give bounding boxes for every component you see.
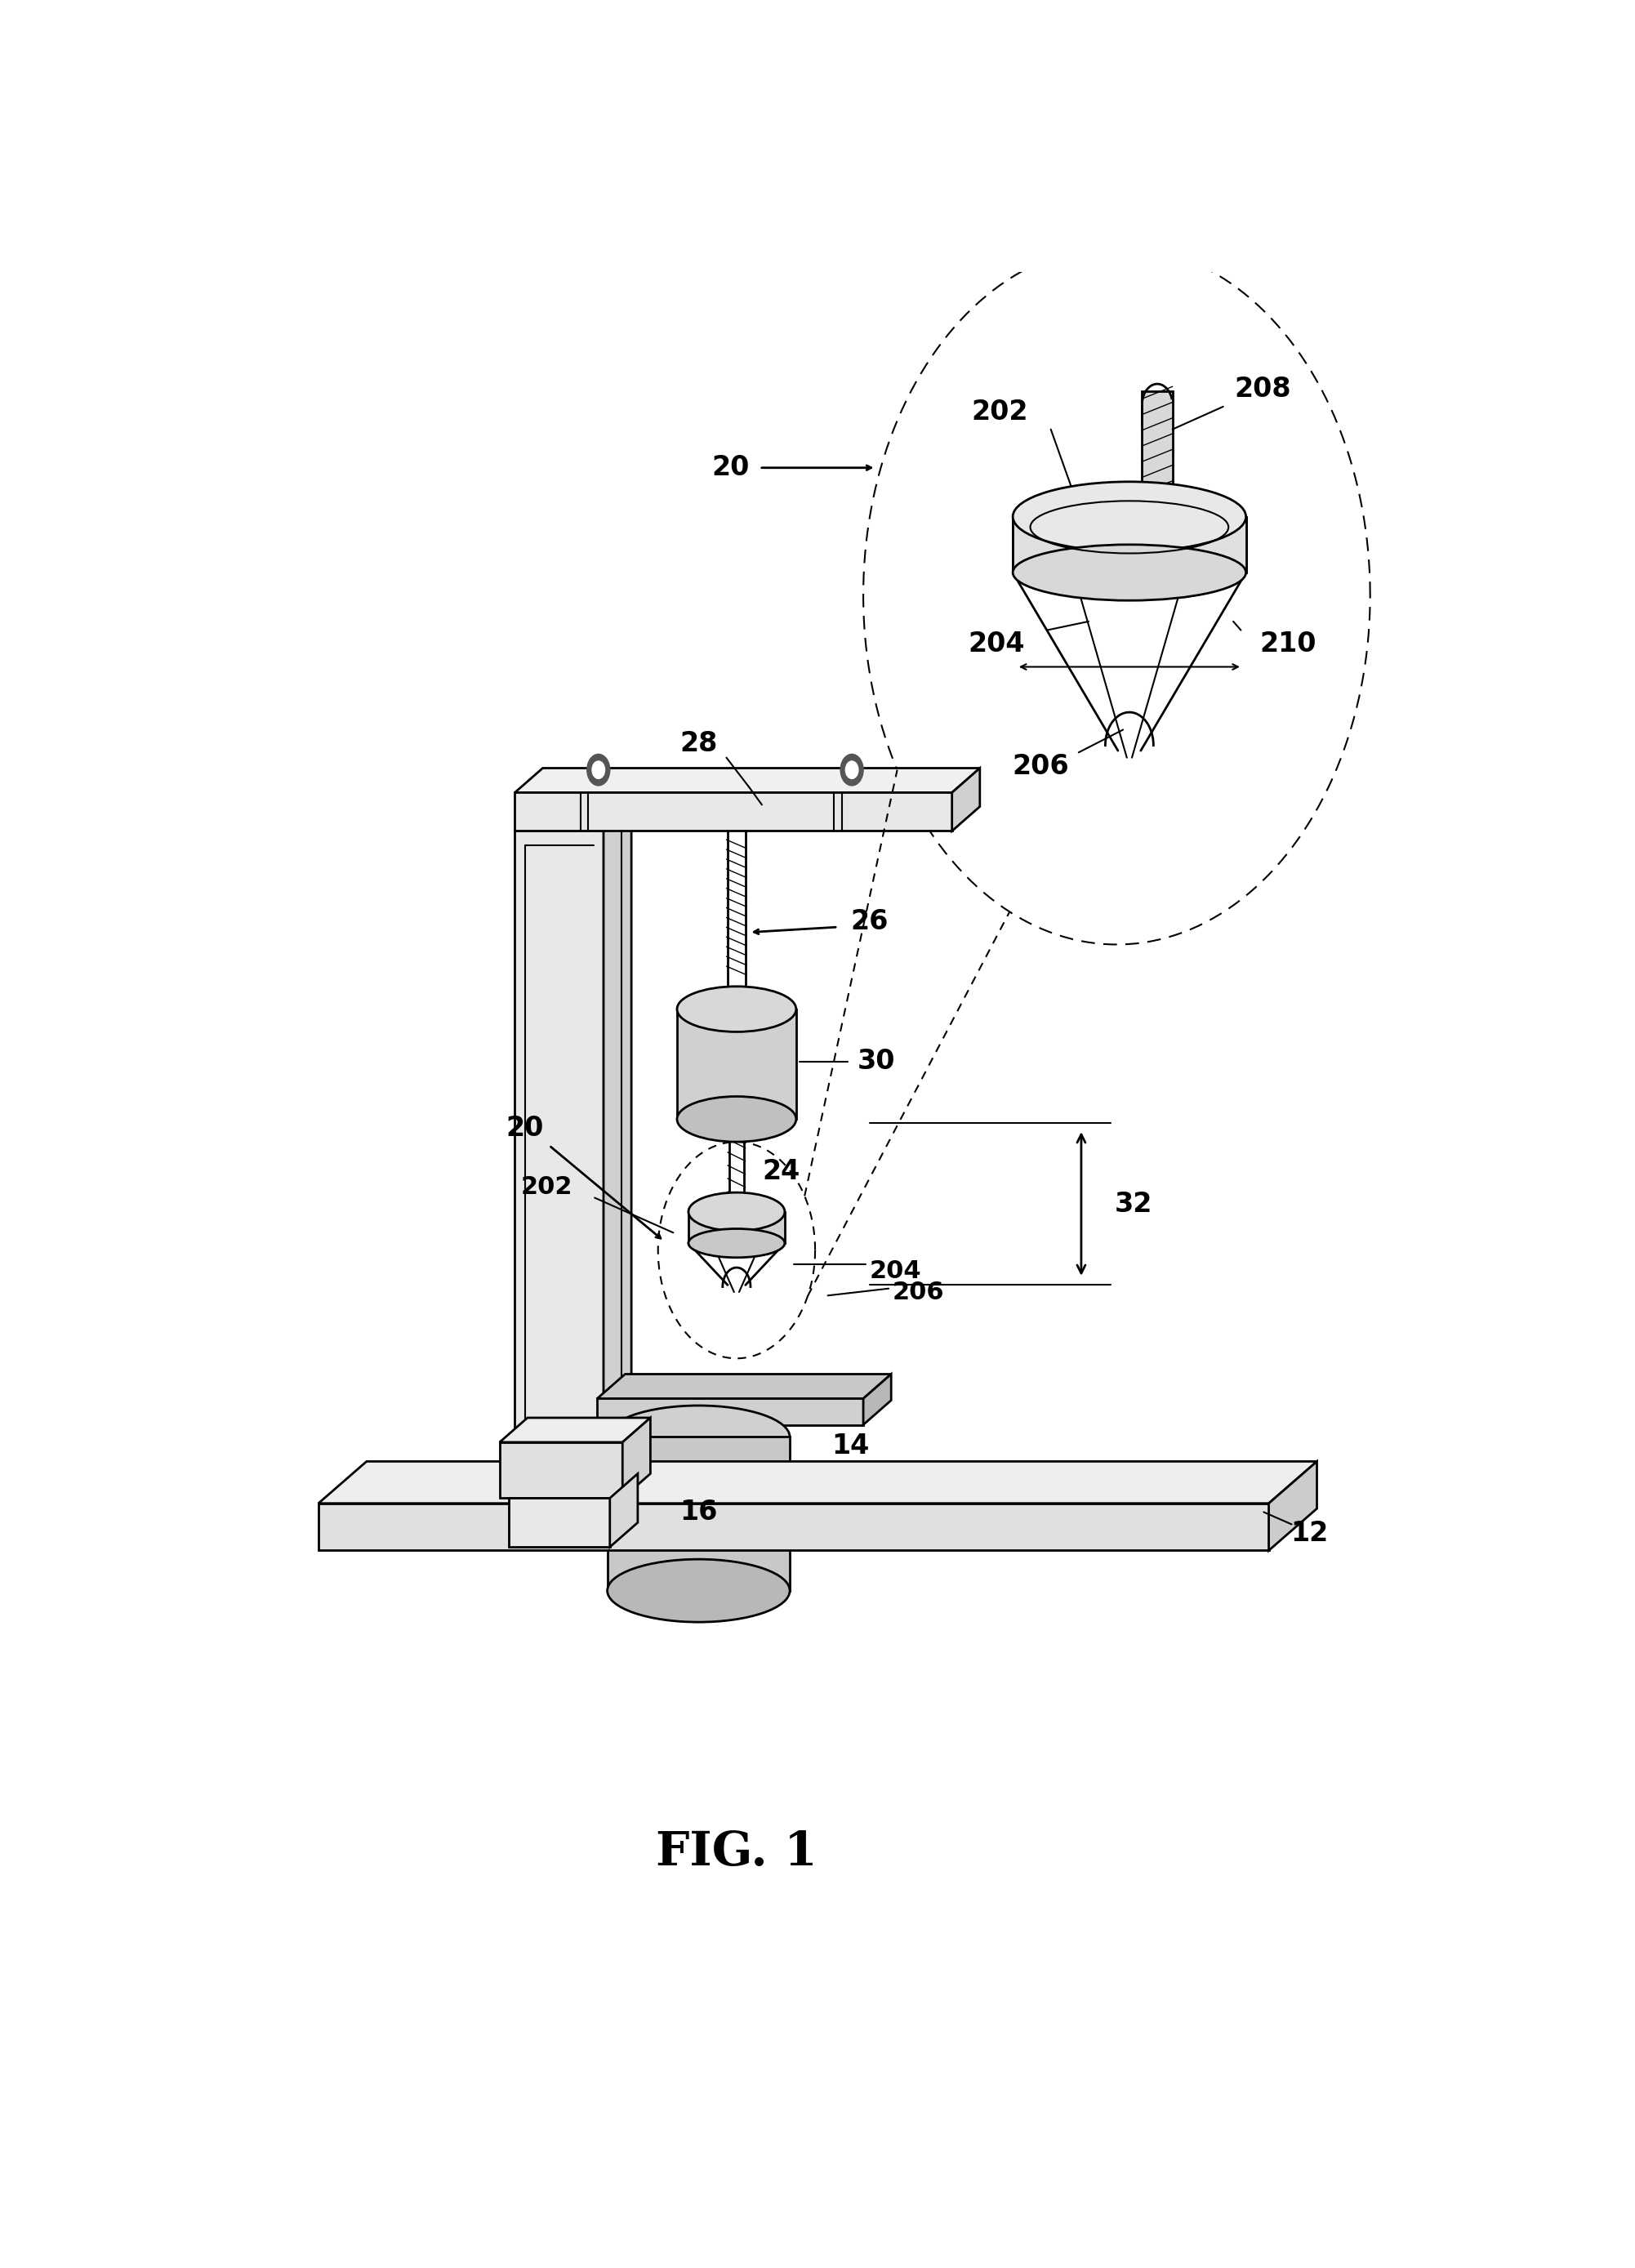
Polygon shape — [952, 769, 979, 830]
Text: 12: 12 — [1290, 1520, 1328, 1547]
Polygon shape — [515, 807, 631, 830]
Polygon shape — [500, 1418, 651, 1442]
Polygon shape — [515, 792, 952, 830]
Polygon shape — [1141, 390, 1172, 517]
Ellipse shape — [1012, 481, 1246, 551]
Text: 16: 16 — [680, 1499, 718, 1526]
Polygon shape — [1269, 1461, 1316, 1551]
Text: 202: 202 — [971, 399, 1028, 426]
Text: 204: 204 — [968, 631, 1025, 658]
Polygon shape — [515, 830, 603, 1442]
Polygon shape — [688, 1211, 785, 1243]
Text: 208: 208 — [1234, 376, 1292, 404]
Text: 20: 20 — [711, 454, 749, 481]
Polygon shape — [500, 1442, 623, 1499]
Circle shape — [587, 755, 610, 785]
Polygon shape — [677, 1009, 796, 1118]
Polygon shape — [1012, 517, 1246, 572]
Polygon shape — [319, 1504, 1269, 1551]
Text: 28: 28 — [680, 730, 718, 758]
Polygon shape — [319, 1461, 1316, 1504]
Polygon shape — [623, 1418, 651, 1499]
Polygon shape — [597, 1399, 863, 1424]
Circle shape — [845, 762, 858, 778]
Polygon shape — [597, 1374, 891, 1399]
Polygon shape — [603, 807, 631, 1442]
Polygon shape — [607, 1438, 790, 1590]
Text: FIG. 1: FIG. 1 — [656, 1830, 818, 1876]
Text: 24: 24 — [762, 1159, 800, 1184]
Text: 210: 210 — [1259, 631, 1316, 658]
Text: 32: 32 — [1113, 1191, 1153, 1218]
Ellipse shape — [607, 1406, 790, 1467]
Text: 26: 26 — [850, 907, 888, 934]
Text: 204: 204 — [870, 1259, 922, 1284]
Text: 206: 206 — [893, 1279, 945, 1304]
Circle shape — [592, 762, 605, 778]
Ellipse shape — [607, 1558, 790, 1622]
Text: 20: 20 — [507, 1114, 544, 1141]
Ellipse shape — [677, 1095, 796, 1141]
Polygon shape — [863, 1374, 891, 1424]
Text: 30: 30 — [857, 1048, 894, 1075]
Polygon shape — [515, 769, 979, 792]
Ellipse shape — [677, 987, 796, 1032]
Polygon shape — [610, 1474, 638, 1547]
Circle shape — [840, 755, 863, 785]
Text: 202: 202 — [520, 1175, 572, 1200]
Text: 206: 206 — [1012, 753, 1069, 780]
Ellipse shape — [688, 1193, 785, 1232]
Polygon shape — [508, 1499, 610, 1547]
Ellipse shape — [688, 1229, 785, 1256]
Ellipse shape — [1012, 544, 1246, 601]
Text: 14: 14 — [832, 1431, 870, 1458]
